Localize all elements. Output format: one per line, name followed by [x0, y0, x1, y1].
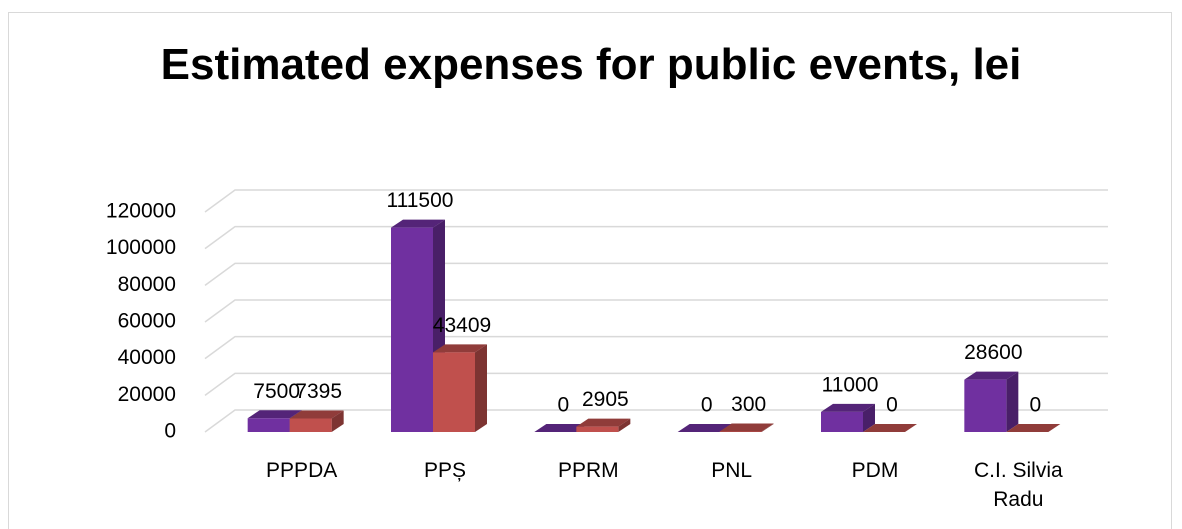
bar-face	[576, 426, 619, 432]
bar	[433, 344, 487, 432]
bar-face	[821, 403, 875, 412]
data-label: 111500	[387, 189, 454, 212]
data-label: 2905	[582, 388, 629, 411]
grid-line	[204, 189, 1108, 213]
bar	[677, 424, 732, 432]
y-tick-label: 0	[164, 420, 176, 443]
y-tick-label: 120000	[106, 200, 176, 223]
x-tick-label: PPRM	[557, 459, 619, 482]
grid-line	[204, 262, 1108, 286]
bar	[576, 418, 631, 432]
chart-title: Estimated expenses for public events, le…	[160, 40, 1022, 89]
bar-face	[289, 418, 332, 432]
x-tick-label: PPȘ	[423, 459, 467, 482]
x-tick-label: PNL	[711, 459, 753, 482]
data-label: 0	[886, 394, 898, 417]
bar-face	[618, 418, 631, 432]
bar-face	[433, 352, 475, 432]
bar-face	[289, 410, 344, 419]
bar-face	[1006, 424, 1061, 432]
y-tick-label: 80000	[118, 273, 176, 296]
bar-face	[1006, 371, 1019, 432]
bar-face	[247, 410, 302, 419]
y-tick-label: 100000	[106, 236, 176, 259]
data-label: 7500	[253, 380, 300, 403]
bar	[1006, 424, 1061, 432]
grid-line	[204, 299, 1108, 323]
bar-face	[863, 424, 917, 432]
bar-face	[964, 379, 1007, 432]
x-tick-label: PPPDA	[266, 459, 338, 482]
bar-face	[576, 418, 631, 427]
bar-face	[821, 411, 863, 432]
x-tick-label: PDM	[851, 459, 899, 482]
grid-line	[204, 372, 1108, 396]
bar-face	[475, 344, 487, 432]
bar	[964, 371, 1019, 432]
data-label: 11000	[822, 373, 879, 396]
data-label: 43409	[433, 314, 491, 337]
bar	[534, 424, 589, 432]
data-label: 0	[557, 394, 569, 417]
data-label: 28600	[964, 341, 1022, 364]
bar	[863, 424, 917, 432]
bar	[821, 403, 875, 432]
bar-face	[863, 403, 875, 432]
y-tick-label: 20000	[118, 383, 176, 406]
chart-frame	[8, 12, 1172, 529]
grid-line	[204, 409, 1108, 433]
grid-line	[204, 335, 1108, 360]
grid-line	[204, 225, 1108, 250]
data-label: 0	[701, 394, 713, 417]
data-label: 300	[731, 393, 766, 416]
bar-face	[534, 424, 589, 432]
bar-face	[331, 410, 344, 432]
bar	[719, 423, 774, 432]
data-label: 0	[1029, 394, 1041, 417]
bar-face	[391, 227, 433, 432]
bar-face	[719, 431, 762, 432]
bar-face	[391, 219, 445, 228]
bar-face	[247, 418, 290, 432]
bar-face	[433, 344, 487, 353]
y-tick-label: 60000	[118, 310, 176, 333]
bar-face	[677, 424, 732, 432]
bar-face	[719, 423, 774, 432]
bar-face	[964, 371, 1019, 380]
bar-face	[761, 423, 774, 432]
data-label: 7395	[295, 380, 342, 403]
y-tick-label: 40000	[118, 346, 176, 369]
x-tick-label: C.I. Silvia Radu	[973, 459, 1063, 511]
bar	[289, 410, 344, 432]
